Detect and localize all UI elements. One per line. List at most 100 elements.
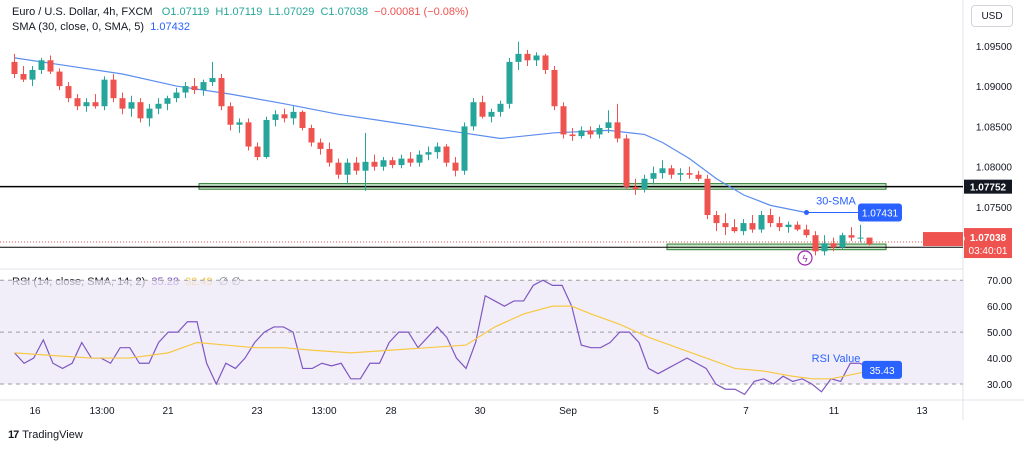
candle-body bbox=[92, 102, 99, 107]
candle-body bbox=[29, 69, 36, 80]
candle-body bbox=[299, 111, 306, 128]
candle-body bbox=[344, 162, 351, 175]
symbol-tag-bg bbox=[923, 232, 963, 247]
price-tick-label: 1.09000 bbox=[976, 82, 1013, 93]
candle-body bbox=[290, 111, 297, 119]
candle-body bbox=[542, 55, 549, 70]
candle-body bbox=[686, 173, 693, 175]
change-value: −0.00081 (−0.08%) bbox=[374, 6, 469, 18]
candle-body bbox=[578, 130, 585, 137]
candle-body bbox=[839, 235, 846, 248]
candle-body bbox=[614, 122, 621, 139]
candle-body bbox=[218, 78, 225, 107]
candle-body bbox=[803, 229, 810, 236]
candle-body bbox=[695, 174, 702, 179]
sma-annotation-text: 30-SMA bbox=[816, 196, 856, 208]
candle-body bbox=[641, 178, 648, 190]
candle-body bbox=[551, 69, 558, 107]
candle-body bbox=[173, 92, 180, 99]
price-tick-label: 1.07500 bbox=[976, 203, 1013, 214]
sma-annotation-dot bbox=[804, 210, 809, 216]
currency-button[interactable]: USD bbox=[971, 5, 1013, 27]
candle-body bbox=[497, 103, 504, 112]
main-legend: Euro / U.S. Dollar, 4h, FXCM O1.07119 H1… bbox=[12, 6, 468, 18]
time-tick-label: 21 bbox=[162, 406, 174, 417]
candle-body bbox=[155, 103, 162, 109]
candle-body bbox=[389, 160, 396, 166]
candle-body bbox=[857, 237, 864, 239]
level-label-bg bbox=[964, 179, 1012, 194]
candle-body bbox=[443, 146, 450, 163]
candle-body bbox=[488, 111, 495, 117]
candle-body bbox=[515, 53, 522, 62]
candle-body bbox=[866, 237, 873, 245]
time-tick-label: 11 bbox=[829, 406, 840, 417]
candle-body bbox=[119, 98, 126, 109]
candle-body bbox=[533, 55, 540, 61]
candle-body bbox=[605, 122, 612, 128]
candle-body bbox=[101, 79, 108, 107]
rsi-annotation-text: RSI Value bbox=[812, 353, 861, 365]
price-label-countdown: 03:40:01 bbox=[969, 246, 1008, 257]
symbol-title: Euro / U.S. Dollar, 4h, FXCM bbox=[12, 6, 153, 18]
candle-body bbox=[767, 215, 774, 224]
rsi-line bbox=[14, 279, 870, 396]
level-label: 1.07752 bbox=[970, 183, 1007, 194]
sma-value: 1.07432 bbox=[150, 21, 190, 33]
candle-body bbox=[452, 162, 459, 171]
candle-body bbox=[758, 215, 765, 230]
tradingview-logo-icon: 17 bbox=[8, 429, 19, 441]
candle-body bbox=[650, 173, 657, 179]
candle-body bbox=[191, 86, 198, 91]
sma-label: SMA (30, close, 0, SMA, 5) bbox=[12, 21, 145, 33]
price-label-bg bbox=[964, 228, 1012, 259]
candle-body bbox=[335, 162, 342, 175]
candle-body bbox=[524, 53, 531, 61]
candle-body bbox=[434, 146, 441, 153]
candle-body bbox=[623, 138, 630, 187]
candle-body bbox=[281, 114, 288, 119]
candle-body bbox=[794, 224, 801, 230]
time-tick-label: 30 bbox=[474, 406, 486, 417]
candle-body bbox=[569, 134, 576, 137]
candle-body bbox=[740, 223, 747, 232]
price-tick-label: 1.08000 bbox=[976, 163, 1013, 174]
candle-body bbox=[326, 148, 333, 163]
candle-body bbox=[848, 235, 855, 238]
event-flash-icon bbox=[797, 250, 813, 266]
candle-body bbox=[785, 224, 792, 228]
candle-body bbox=[470, 102, 477, 127]
time-tick-label: Sep bbox=[559, 406, 577, 417]
candle-body bbox=[722, 223, 729, 228]
candle-body bbox=[47, 60, 54, 72]
time-tick-label: 5 bbox=[653, 406, 659, 417]
candle-body bbox=[416, 154, 423, 163]
candle-body bbox=[371, 161, 378, 167]
candle-body bbox=[164, 98, 171, 104]
candle-body bbox=[830, 243, 837, 248]
rsi-tick-label: 60.00 bbox=[987, 302, 1012, 313]
rsi-annotation-badge bbox=[862, 360, 902, 379]
brand-name: TradingView bbox=[22, 429, 83, 441]
price-label-value: 1.07038 bbox=[970, 233, 1007, 244]
candle-body bbox=[254, 146, 261, 158]
low-value: L1.07029 bbox=[268, 6, 315, 18]
candle-body bbox=[56, 71, 63, 87]
candle-body bbox=[668, 168, 675, 175]
rsi-tick-label: 70.00 bbox=[987, 276, 1012, 287]
candle-body bbox=[38, 60, 45, 70]
candle-body bbox=[587, 130, 594, 135]
price-tick-label: 1.09500 bbox=[976, 42, 1013, 53]
open-value: O1.07119 bbox=[161, 6, 210, 18]
candle-body bbox=[479, 102, 486, 117]
candle-body bbox=[713, 215, 720, 224]
candle-body bbox=[308, 127, 315, 143]
candle-body bbox=[110, 79, 117, 99]
candle-body bbox=[461, 126, 468, 171]
time-tick-label: 28 bbox=[385, 406, 397, 417]
candle-body bbox=[632, 186, 639, 190]
rsi-sma-line bbox=[14, 305, 870, 380]
time-tick-label: 16 bbox=[29, 406, 41, 417]
candle-body bbox=[137, 102, 144, 119]
